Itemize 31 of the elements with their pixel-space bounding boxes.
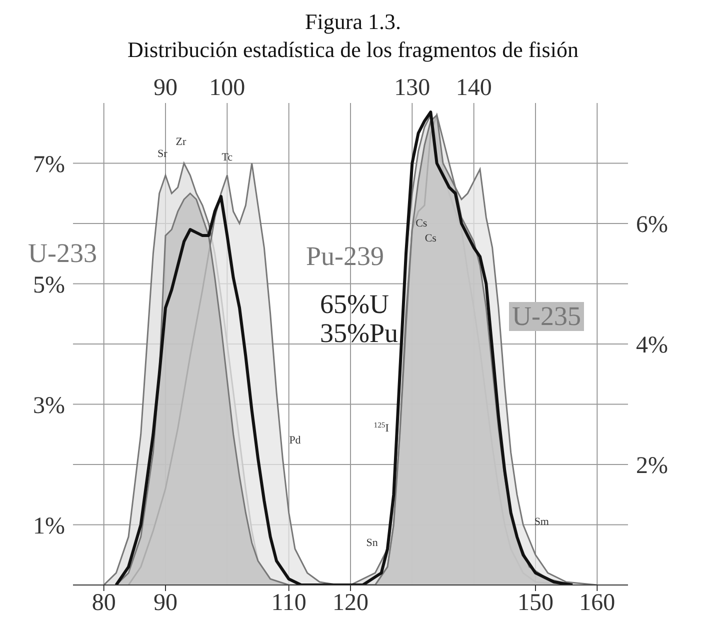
annotation: Sm xyxy=(534,516,550,528)
annotation: Cs xyxy=(424,232,436,245)
chart-title: Figura 1.3. xyxy=(304,8,402,36)
x-tick-label: 110 xyxy=(271,590,306,616)
series-label: U-235 xyxy=(509,301,584,331)
y2-tick-label: 4% xyxy=(636,332,668,359)
annotation: $^{125}$I xyxy=(374,420,390,434)
x-tick-label: 90 xyxy=(154,590,178,616)
chart-subtitle: Distribución estadística de los fragmentos de fisión xyxy=(126,36,580,64)
x-tick-label: 160 xyxy=(579,590,616,616)
annotation: Sn xyxy=(366,536,378,549)
annotation: Zr xyxy=(176,136,186,148)
y-tick-label: 3% xyxy=(33,392,65,419)
y-tick-label: 7% xyxy=(33,152,65,178)
y2-tick-label: 2% xyxy=(636,453,668,480)
y-tick-label: 5% xyxy=(33,272,65,298)
y-tick-label: 1% xyxy=(33,513,65,540)
annotation: Cs xyxy=(416,218,428,230)
text: U-233 xyxy=(28,238,97,268)
annotation: Sr xyxy=(158,148,168,160)
x2-tick-label: 90 xyxy=(154,75,178,101)
x-tick-label: 120 xyxy=(332,590,368,616)
x2-tick-label: 140 xyxy=(456,75,492,101)
x2-tick-label: 130 xyxy=(394,75,430,101)
x-tick-label: 150 xyxy=(518,590,554,616)
series-label: 65%U 35%Pu xyxy=(320,289,398,348)
x2-tick-label: 100 xyxy=(209,75,246,101)
y2-tick-label: 6% xyxy=(636,212,668,238)
annotation: Tc xyxy=(222,151,233,164)
x-tick-label: 80 xyxy=(92,590,116,616)
annotation: Pd xyxy=(289,434,302,446)
